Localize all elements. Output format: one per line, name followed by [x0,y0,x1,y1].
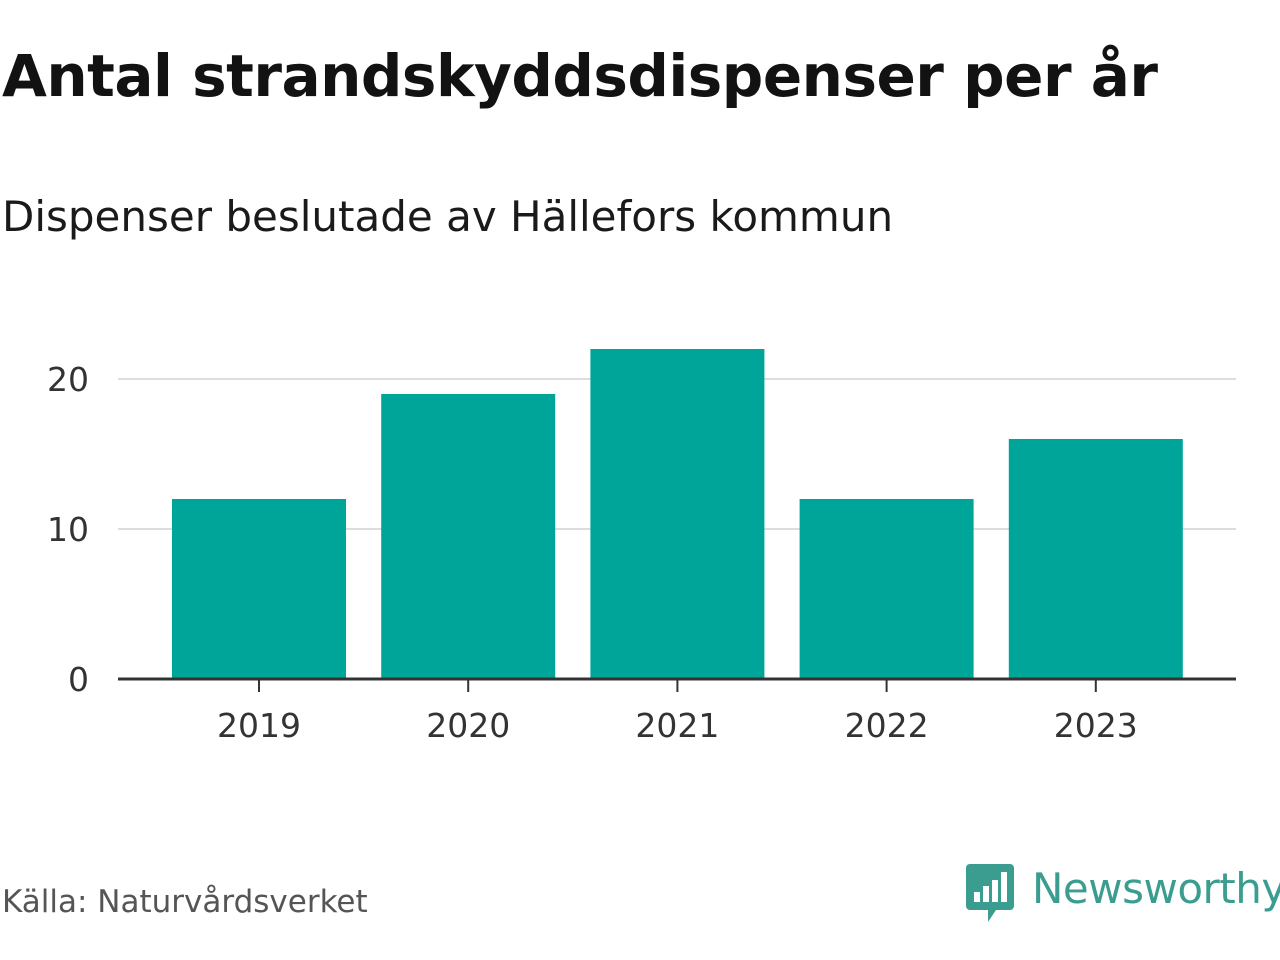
brand-name: Newsworthy [1032,864,1280,913]
bar-2021 [590,349,765,679]
newsworthy-logo-icon [966,864,1014,922]
chart-title: Antal strandskyddsdispenser per år [2,42,1158,110]
y-tick-label: 0 [68,660,89,699]
bar-2019 [172,499,346,679]
source-note: Källa: Naturvårdsverket [2,884,368,920]
x-tick-label: 2021 [635,706,719,745]
bar-2022 [799,499,974,679]
x-tick-label: 2023 [1054,706,1138,745]
y-tick-label: 10 [47,510,89,549]
y-tick-label: 20 [47,360,89,399]
brand-logo: Newsworthy [964,862,1280,928]
x-tick-label: 2022 [845,706,929,745]
chart-subtitle: Dispenser beslutade av Hällefors kommun [2,192,894,241]
x-tick-label: 2020 [426,706,510,745]
bar-2023 [1008,439,1183,679]
x-tick-label: 2019 [217,706,301,745]
bar-2020 [381,394,556,679]
